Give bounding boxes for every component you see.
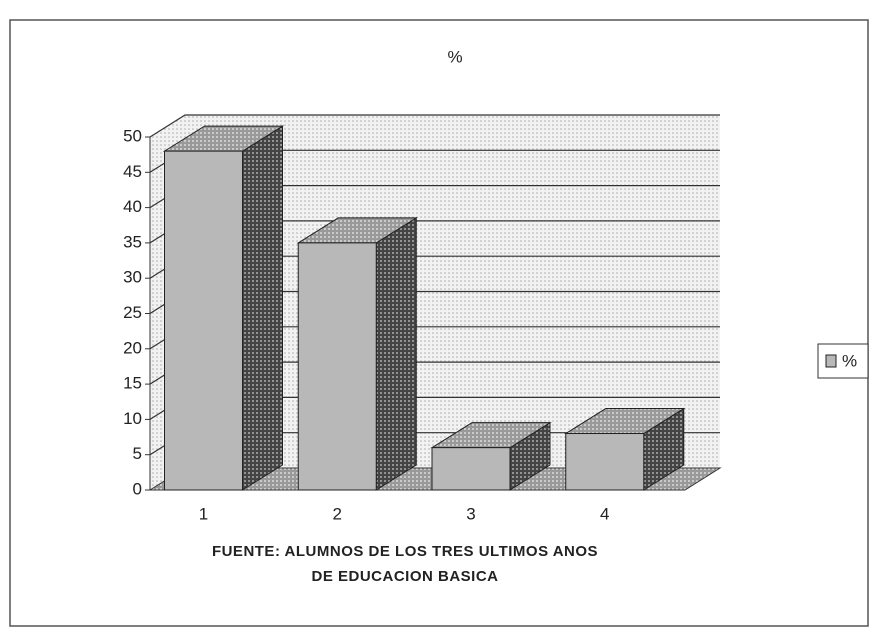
caption: DE EDUCACION BASICA xyxy=(311,568,498,585)
legend-label: % xyxy=(842,351,857,370)
legend-swatch xyxy=(825,354,837,368)
bar-side xyxy=(242,125,283,491)
y-tick-label: 0 xyxy=(133,479,142,498)
y-tick-label: 20 xyxy=(123,338,142,357)
y-tick-label: 10 xyxy=(123,409,142,428)
y-tick-label: 30 xyxy=(123,268,142,287)
frame xyxy=(9,19,869,627)
y-tick-label: 25 xyxy=(123,303,142,322)
bar-side xyxy=(375,216,417,491)
bar xyxy=(297,242,377,491)
bar xyxy=(431,447,511,491)
bar xyxy=(164,150,243,491)
x-tick-label: 2 xyxy=(333,504,342,523)
y-tick-label: 45 xyxy=(123,162,142,181)
y-tick-label: 35 xyxy=(123,232,142,251)
y-tick-label: 40 xyxy=(123,197,142,216)
x-tick-label: 3 xyxy=(466,504,475,523)
y-tick-label: 50 xyxy=(123,126,142,145)
x-tick-label: 4 xyxy=(600,504,609,523)
chart-title: % xyxy=(447,47,462,66)
y-tick-label: 15 xyxy=(123,374,142,393)
bar xyxy=(565,433,645,491)
caption: FUENTE: ALUMNOS DE LOS TRES ULTIMOS ANOS xyxy=(212,543,598,560)
x-tick-label: 1 xyxy=(199,504,208,523)
grid-line xyxy=(149,114,720,138)
y-tick-label: 5 xyxy=(133,444,142,463)
